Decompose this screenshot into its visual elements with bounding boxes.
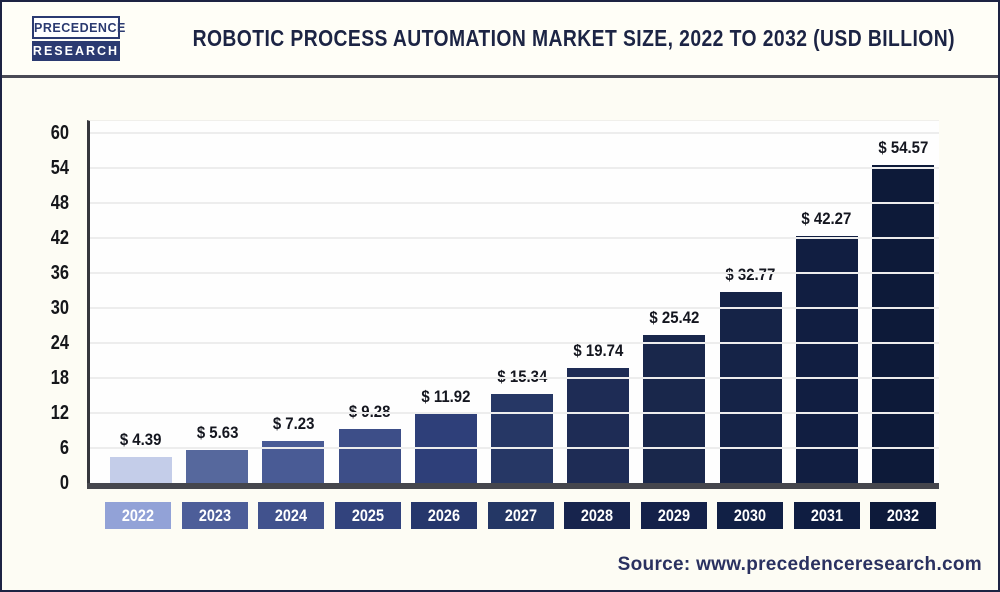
- bar: [490, 393, 553, 483]
- year-chip-2032: 2032: [870, 502, 936, 529]
- bar: [871, 164, 934, 483]
- logo-text-research: RESEARCH: [32, 41, 120, 61]
- bar-group-2025: $ 9.28: [337, 402, 403, 483]
- bar-value-label: $ 32.77: [725, 264, 776, 284]
- y-tick-label: 6: [59, 437, 69, 459]
- bar: [719, 291, 782, 483]
- page-title: ROBOTIC PROCESS AUTOMATION MARKET SIZE, …: [192, 25, 955, 51]
- year-chip-2030: 2030: [717, 502, 783, 529]
- bar-value-label: $ 4.39: [120, 430, 162, 450]
- bar-value-label: $ 42.27: [801, 209, 852, 229]
- bar-group-2029: $ 25.42: [641, 308, 707, 483]
- year-chip-2029: 2029: [640, 502, 707, 529]
- y-tick-label: 48: [50, 192, 69, 214]
- x-axis-line: [87, 483, 939, 489]
- bar-group-2028: $ 19.74: [565, 341, 631, 483]
- gridline: [90, 377, 939, 379]
- bar: [643, 334, 706, 483]
- source-attribution: Source: www.precedenceresearch.com: [617, 554, 982, 575]
- bar-value-label: $ 7.23: [272, 413, 315, 433]
- bar: [567, 367, 630, 483]
- y-tick-label: 0: [59, 472, 69, 494]
- year-chip-2025: 2025: [334, 502, 401, 529]
- logo-text-precedence: PRECEDENCE: [32, 16, 125, 39]
- y-tick-label: 42: [50, 227, 69, 249]
- y-tick-label: 60: [50, 122, 69, 144]
- plot-area: $ 4.39 $ 5.63 $ 7.23 $ 9.28 $ 11.92 $ 15.34 $ …: [87, 120, 939, 483]
- title-container: ROBOTIC PROCESS AUTOMATION MARKET SIZE, …: [120, 25, 998, 52]
- bar-group-2030: $ 32.77: [718, 265, 784, 483]
- bar-group-2027: $ 15.34: [489, 366, 555, 483]
- year-chip-2024: 2024: [258, 502, 324, 529]
- bar-value-label: $ 5.63: [196, 423, 238, 443]
- y-tick-label: 30: [50, 297, 69, 319]
- bar-value-label: $ 25.42: [649, 307, 700, 327]
- bar-group-2023: $ 5.63: [184, 423, 250, 483]
- y-tick-label: 18: [50, 367, 69, 389]
- year-chip-2023: 2023: [181, 502, 248, 529]
- y-tick-label: 54: [50, 157, 69, 179]
- gridline: [90, 202, 939, 204]
- bar-value-label: $ 11.92: [421, 386, 471, 406]
- gridline: [90, 237, 939, 239]
- y-tick-label: 24: [50, 332, 69, 354]
- gridline: [90, 132, 939, 134]
- bars: $ 4.39 $ 5.63 $ 7.23 $ 9.28 $ 11.92 $ 15.34 $ …: [90, 121, 939, 483]
- y-tick-label: 36: [50, 262, 69, 284]
- bar-value-label: $ 19.74: [573, 340, 624, 360]
- gridline: [90, 272, 939, 274]
- bar-group-2032: $ 54.57: [870, 138, 936, 483]
- bar-group-2026: $ 11.92: [413, 386, 479, 483]
- bar-group-2031: $ 42.27: [794, 209, 860, 483]
- bar: [338, 428, 401, 483]
- bar: [110, 457, 172, 483]
- year-chip-2028: 2028: [564, 502, 630, 529]
- bar-value-label: $ 54.57: [877, 137, 928, 157]
- bar-group-2022: $ 4.39: [108, 430, 174, 483]
- bar-value-label: $ 9.28: [349, 402, 391, 422]
- bar-value-label: $ 15.34: [496, 366, 547, 386]
- bar: [186, 450, 249, 483]
- year-chip-2026: 2026: [411, 502, 477, 529]
- gridline: [90, 447, 939, 449]
- gridline: [90, 412, 939, 414]
- y-tick-label: 12: [50, 402, 69, 424]
- precedence-research-logo: PRECEDENCE RESEARCH: [32, 16, 125, 61]
- gridline: [90, 167, 939, 169]
- y-axis-tick-labels: 0 6 12 18 24 30 36 42 48 54 60: [2, 120, 77, 494]
- bar: [795, 236, 858, 483]
- x-axis-year-chips: 2022 2023 2024 2025 2026 2027 2028 2029 2030 2031…: [87, 502, 939, 529]
- bar-chart: 0 6 12 18 24 30 36 42 48 54 60 $ 4.39 $ 5.63 $ 7.23 $…: [2, 78, 998, 589]
- year-chip-2022: 2022: [105, 502, 171, 529]
- year-chip-2027: 2027: [487, 502, 554, 529]
- year-chip-2031: 2031: [793, 502, 860, 529]
- gridline: [90, 307, 939, 309]
- gridline: [90, 342, 939, 344]
- header: PRECEDENCE RESEARCH ROBOTIC PROCESS AUTO…: [2, 2, 998, 78]
